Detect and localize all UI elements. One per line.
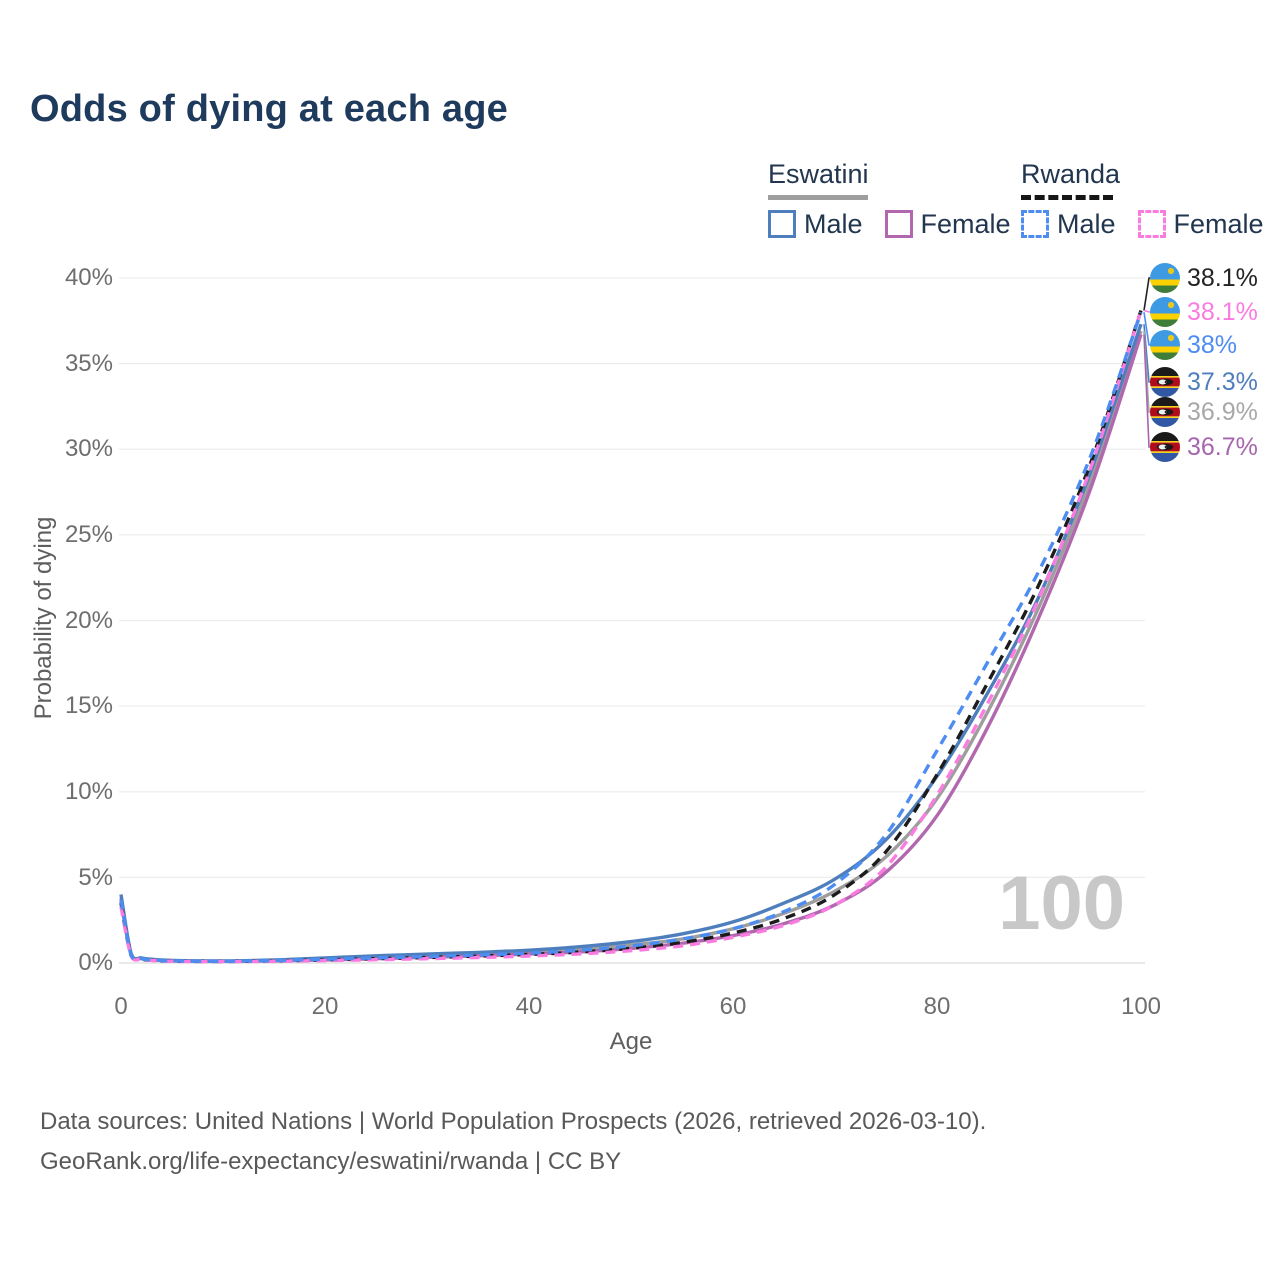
rwanda-line-style-sample	[1021, 194, 1113, 200]
end-value: 37.3%	[1187, 367, 1258, 396]
legend-title-eswatini: Eswatini	[768, 159, 869, 189]
eswatini-flag-icon	[1150, 397, 1180, 427]
end-label-eswatini-both: 36.9%	[1150, 396, 1258, 428]
x-tick-0: 0	[114, 993, 128, 1020]
y-tick-0: 0%	[78, 949, 113, 976]
rwanda-flag-icon	[1150, 330, 1180, 360]
end-value: 38.1%	[1187, 297, 1258, 326]
series-line-eswatini_male	[119, 323, 1143, 963]
end-label-rwanda-both: 38.1%	[1150, 262, 1258, 294]
rwanda-flag-icon	[1150, 297, 1180, 327]
attribution-url-text: GeoRank.org/life-expectancy/eswatini/rwa…	[40, 1148, 622, 1175]
data-sources-text: Data sources: United Nations | World Pop…	[40, 1108, 987, 1135]
legend-group-eswatini: Eswatini Male Female	[768, 159, 1011, 240]
legend-item-rwanda-male: Male	[1021, 209, 1116, 240]
x-tick-40: 40	[515, 993, 543, 1020]
legend-title-rwanda: Rwanda	[1021, 159, 1121, 189]
x-tick-20: 20	[311, 993, 339, 1020]
legend-item-eswatini-male: Male	[768, 209, 863, 240]
y-tick-20: 20%	[64, 607, 113, 634]
legend-label: Male	[804, 208, 863, 239]
end-value: 38%	[1187, 330, 1238, 359]
series-line-rwanda_female	[119, 309, 1143, 964]
x-tick-60: 60	[719, 993, 747, 1020]
series-line-eswatini_female	[119, 333, 1143, 964]
end-value: 36.7%	[1187, 432, 1258, 461]
legend-label: Male	[1057, 208, 1116, 239]
x-tick-100: 100	[1120, 993, 1162, 1020]
y-tick-30: 30%	[64, 435, 113, 462]
x-tick-80: 80	[923, 993, 951, 1020]
y-tick-35: 35%	[64, 350, 113, 377]
legend-group-rwanda: Rwanda Male Female	[1021, 159, 1264, 240]
end-value: 38.1%	[1187, 263, 1258, 292]
rwanda-male-swatch-icon	[1021, 210, 1049, 239]
page-title: Odds of dying at each age	[30, 88, 508, 130]
eswatini-female-swatch-icon	[884, 210, 913, 239]
eswatini-male-swatch-icon	[768, 210, 796, 239]
y-tick-40: 40%	[64, 264, 113, 291]
y-tick-15: 15%	[64, 692, 113, 719]
rwanda-female-swatch-icon	[1137, 210, 1166, 239]
legend-item-rwanda-female: Female	[1137, 208, 1264, 240]
series-line-eswatini_both	[119, 330, 1143, 963]
end-label-eswatini-female: 36.7%	[1150, 431, 1258, 463]
eswatini-line-style-sample	[768, 194, 868, 200]
legend-label: Female	[1173, 208, 1264, 239]
series-line-rwanda_both	[119, 309, 1143, 964]
eswatini-flag-icon	[1150, 432, 1180, 462]
x-axis-title: Age	[609, 1028, 653, 1055]
y-tick-25: 25%	[64, 521, 113, 548]
y-axis-title: Probability of dying	[30, 516, 57, 720]
end-value: 36.9%	[1187, 397, 1258, 426]
y-tick-10: 10%	[64, 778, 113, 805]
series-line-rwanda_male	[119, 311, 1143, 964]
legend-label: Female	[920, 208, 1011, 239]
rwanda-flag-icon	[1150, 263, 1180, 293]
eswatini-flag-icon	[1150, 367, 1180, 397]
y-tick-5: 5%	[78, 864, 113, 891]
legend-item-eswatini-female: Female	[884, 208, 1011, 240]
age-counter-watermark: 100	[998, 861, 1125, 946]
end-label-rwanda-female: 38.1%	[1150, 296, 1258, 328]
end-label-rwanda-male: 38%	[1150, 329, 1237, 361]
end-label-eswatini-male: 37.3%	[1150, 366, 1258, 398]
